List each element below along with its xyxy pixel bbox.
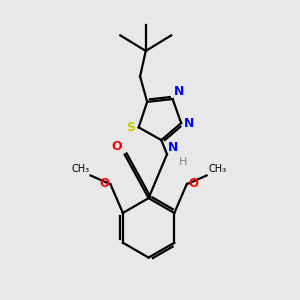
Text: N: N xyxy=(183,117,194,130)
Text: O: O xyxy=(99,178,109,190)
Text: N: N xyxy=(173,85,184,98)
Text: N: N xyxy=(168,141,178,154)
Text: H: H xyxy=(179,157,187,166)
Text: O: O xyxy=(188,178,198,190)
Text: O: O xyxy=(112,140,122,153)
Text: CH₃: CH₃ xyxy=(71,164,89,174)
Text: S: S xyxy=(126,121,135,134)
Text: CH₃: CH₃ xyxy=(208,164,226,174)
